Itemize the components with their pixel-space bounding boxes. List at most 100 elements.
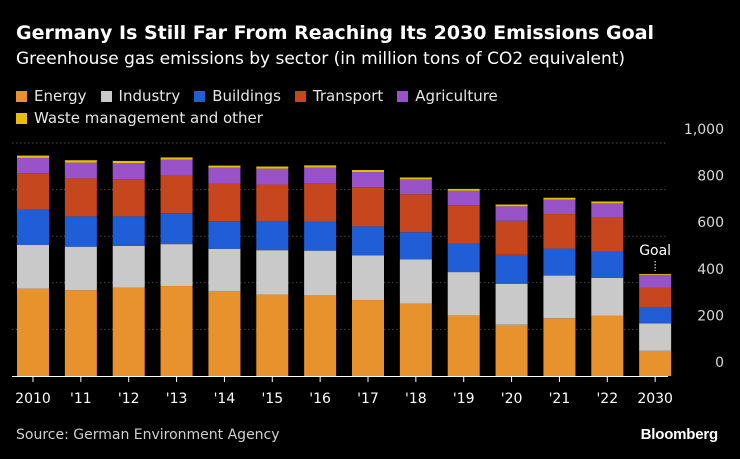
legend-label-waste: Waste management and other bbox=[34, 109, 263, 127]
legend-item-transport: Transport bbox=[294, 86, 383, 106]
bar-segment bbox=[399, 179, 432, 195]
bar-segment bbox=[543, 275, 576, 319]
goal-annotation: Goal bbox=[639, 243, 671, 259]
bar-segment bbox=[447, 272, 480, 316]
bar-segment bbox=[591, 251, 624, 278]
bar-segment bbox=[256, 184, 289, 222]
bar-segment bbox=[591, 217, 624, 252]
bar-segment bbox=[208, 165, 241, 168]
x-tick-label: '14 bbox=[214, 391, 236, 407]
x-tick-label: 2010 bbox=[15, 391, 51, 407]
bar-segment bbox=[112, 287, 145, 376]
bar-segment bbox=[495, 220, 528, 255]
bar-segment bbox=[256, 250, 289, 295]
legend-item-waste: Waste management and other bbox=[16, 108, 263, 128]
bar-segment bbox=[160, 244, 193, 287]
bar-segment bbox=[352, 170, 384, 173]
bar-segment bbox=[64, 216, 97, 247]
x-tick-label: '20 bbox=[501, 391, 523, 407]
bar-segment bbox=[160, 159, 193, 176]
bar-segment bbox=[495, 204, 528, 207]
bar-segment bbox=[304, 295, 337, 376]
bar-segment bbox=[160, 286, 193, 376]
bar-segment bbox=[17, 288, 49, 376]
x-tick-label: 2030 bbox=[637, 391, 673, 407]
bar-segment bbox=[591, 203, 624, 218]
bar-segment bbox=[112, 163, 145, 180]
x-tick-label: '22 bbox=[596, 391, 618, 407]
x-tick-label: '21 bbox=[549, 391, 571, 407]
legend-item-agriculture: Agriculture bbox=[397, 86, 498, 106]
x-tick-label: '17 bbox=[357, 391, 379, 407]
bar-segment bbox=[447, 243, 480, 273]
axis-labels: 0 200 400 600 800 1,000 2010 '11 '12 '13 '14 '15 '16… bbox=[15, 122, 724, 407]
bar-segment bbox=[208, 221, 241, 249]
bar-segment bbox=[639, 350, 672, 376]
legend-swatch-transport bbox=[294, 90, 306, 102]
legend-swatch-waste bbox=[16, 112, 27, 124]
bar-segment bbox=[256, 166, 289, 169]
bar-segment bbox=[304, 165, 337, 168]
bar-segment bbox=[639, 273, 672, 275]
bar-segment bbox=[352, 300, 384, 376]
legend-label-industry: Industry bbox=[118, 87, 181, 105]
bar-segment bbox=[160, 157, 193, 160]
bloomberg-logo: Bloomberg bbox=[640, 426, 719, 443]
x-tick-label: '12 bbox=[118, 391, 140, 407]
bar-segment bbox=[208, 183, 241, 222]
y-tick-label: 800 bbox=[697, 169, 724, 185]
bar-segment bbox=[112, 245, 145, 288]
bar-segment bbox=[160, 175, 193, 214]
x-tick-label: '18 bbox=[405, 391, 427, 407]
chart-title: Germany Is Still Far From Reaching Its 2… bbox=[16, 22, 655, 44]
legend-swatch-industry bbox=[100, 90, 112, 102]
bar-segment bbox=[447, 315, 480, 376]
x-tick-label: '11 bbox=[70, 391, 92, 407]
legend-swatch-buildings bbox=[194, 90, 206, 102]
bar-segment bbox=[591, 201, 624, 204]
x-tick-label: '13 bbox=[166, 391, 188, 407]
legend-item-buildings: Buildings bbox=[194, 86, 281, 106]
bar-segment bbox=[17, 209, 49, 245]
y-tick-label: 200 bbox=[697, 308, 724, 324]
bar-segment bbox=[64, 290, 97, 376]
bar-segment bbox=[639, 274, 672, 288]
chart-legend: Energy Industry Buildings Transport Agri… bbox=[16, 86, 576, 128]
bar-segment bbox=[304, 250, 337, 296]
bar-segment bbox=[399, 259, 432, 304]
bar-segment bbox=[495, 206, 528, 221]
bar-segment bbox=[495, 283, 528, 325]
bar-segment bbox=[495, 254, 528, 284]
bar-segment bbox=[256, 168, 289, 185]
bar-segment bbox=[256, 294, 289, 376]
bar-segment bbox=[208, 290, 241, 376]
y-tick-label: 600 bbox=[697, 215, 724, 231]
x-tick-label: '15 bbox=[261, 391, 283, 407]
legend-swatch-agriculture bbox=[397, 90, 409, 102]
bar-segment bbox=[17, 244, 49, 289]
bar-segment bbox=[447, 205, 480, 244]
source-note: Source: German Environment Agency bbox=[16, 427, 280, 443]
bar-segment bbox=[447, 188, 480, 191]
bar-segment bbox=[495, 324, 528, 376]
bar-segment bbox=[304, 183, 337, 222]
bar-segment bbox=[352, 255, 384, 301]
bar-segment bbox=[160, 213, 193, 245]
bar-segment bbox=[112, 179, 145, 217]
x-tick-label: '19 bbox=[453, 391, 475, 407]
bar-segment bbox=[543, 318, 576, 376]
bar-segment bbox=[304, 167, 337, 184]
bar-stacks bbox=[17, 155, 672, 376]
bar-segment bbox=[639, 307, 672, 324]
bar-segment bbox=[64, 178, 97, 217]
x-tick-label: '16 bbox=[309, 391, 331, 407]
y-tick-label: 0 bbox=[715, 355, 724, 371]
bar-segment bbox=[17, 157, 49, 174]
bar-segment bbox=[399, 194, 432, 233]
chart-subtitle: Greenhouse gas emissions by sector (in m… bbox=[16, 49, 626, 69]
y-tick-label: 1,000 bbox=[684, 122, 724, 138]
bar-segment bbox=[447, 190, 480, 206]
bar-segment bbox=[64, 160, 97, 163]
bar-segment bbox=[399, 232, 432, 260]
